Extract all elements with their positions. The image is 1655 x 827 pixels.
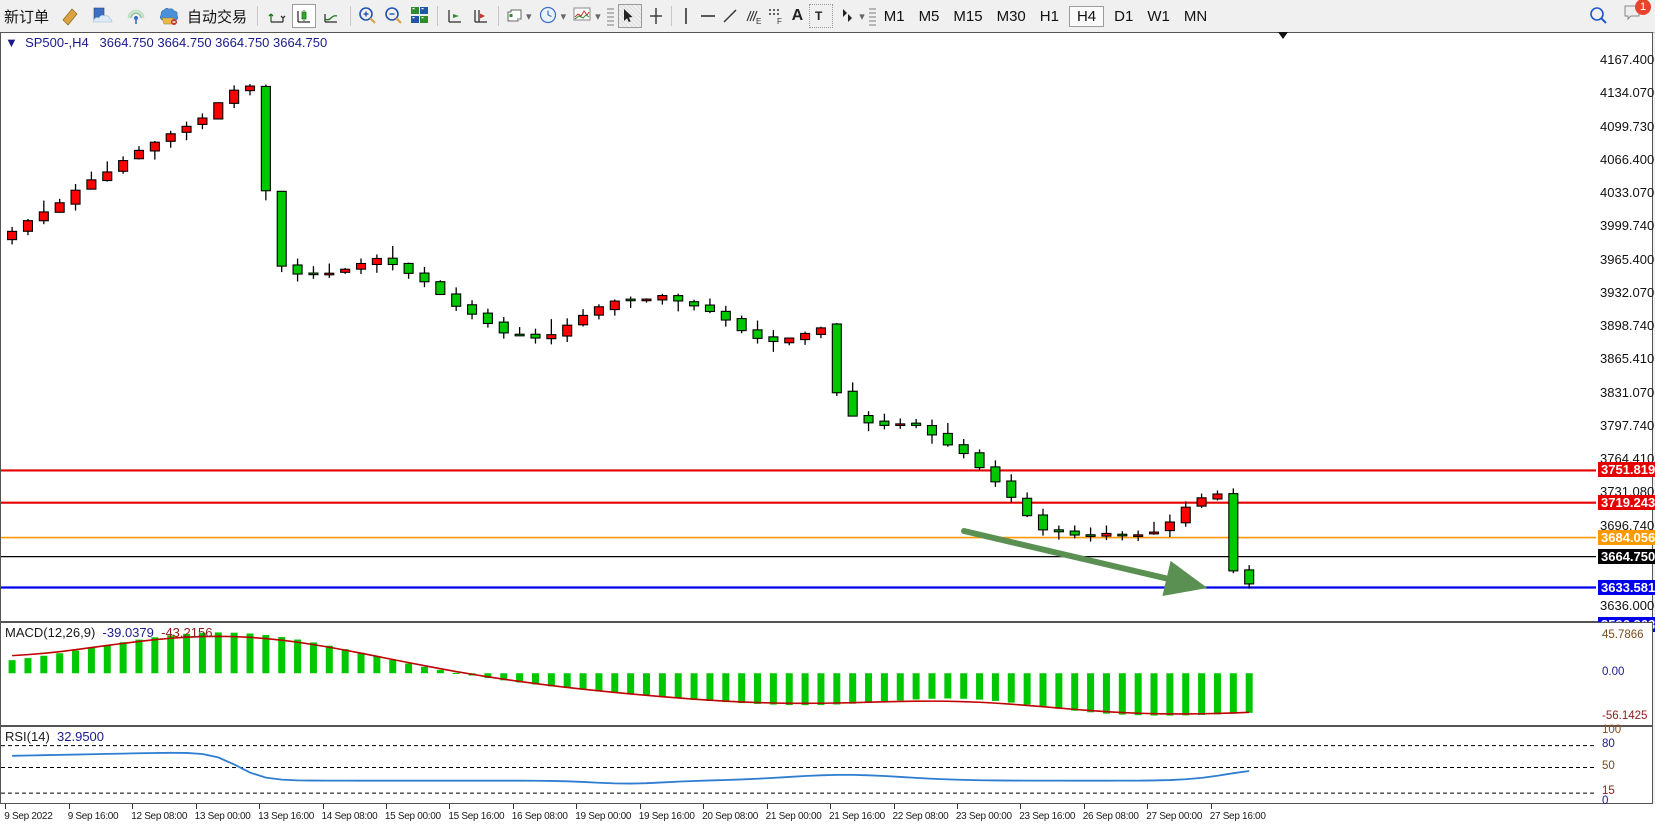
svg-text:E: E — [756, 17, 761, 26]
svg-text:T: T — [815, 9, 823, 23]
svg-text:F: F — [777, 17, 782, 26]
